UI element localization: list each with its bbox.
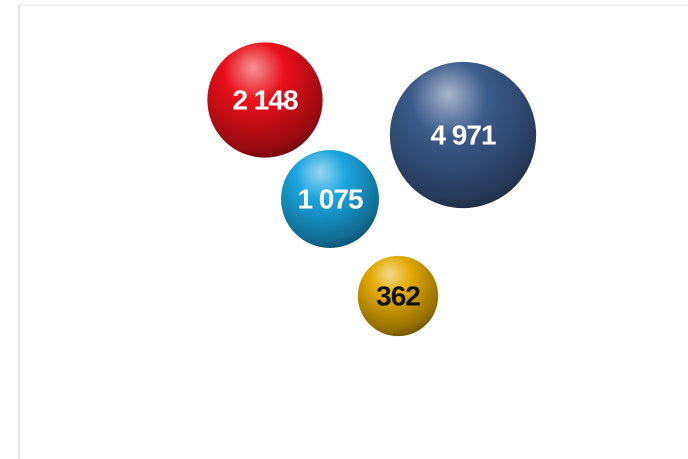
data-label: 2 148 xyxy=(232,85,297,116)
data-label: 362 xyxy=(376,281,420,312)
bubble xyxy=(281,150,379,248)
bubble xyxy=(357,255,439,337)
data-label: 4 971 xyxy=(430,120,495,151)
bubble xyxy=(389,61,537,209)
bubble xyxy=(207,42,323,158)
data-label: 1 075 xyxy=(297,184,362,215)
